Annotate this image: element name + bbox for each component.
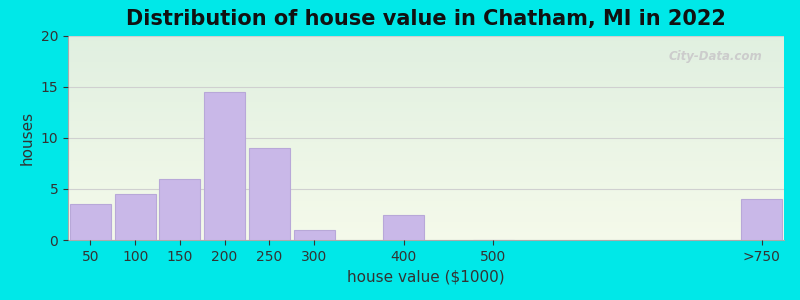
Bar: [249, 148, 290, 240]
Bar: [383, 214, 424, 240]
Bar: [70, 204, 111, 240]
Bar: [294, 230, 334, 240]
Y-axis label: houses: houses: [20, 111, 35, 165]
Title: Distribution of house value in Chatham, MI in 2022: Distribution of house value in Chatham, …: [126, 9, 726, 29]
Bar: [204, 92, 246, 240]
Bar: [114, 194, 156, 240]
Text: City-Data.com: City-Data.com: [669, 50, 762, 63]
Bar: [741, 199, 782, 240]
Bar: [159, 179, 201, 240]
X-axis label: house value ($1000): house value ($1000): [347, 269, 505, 284]
